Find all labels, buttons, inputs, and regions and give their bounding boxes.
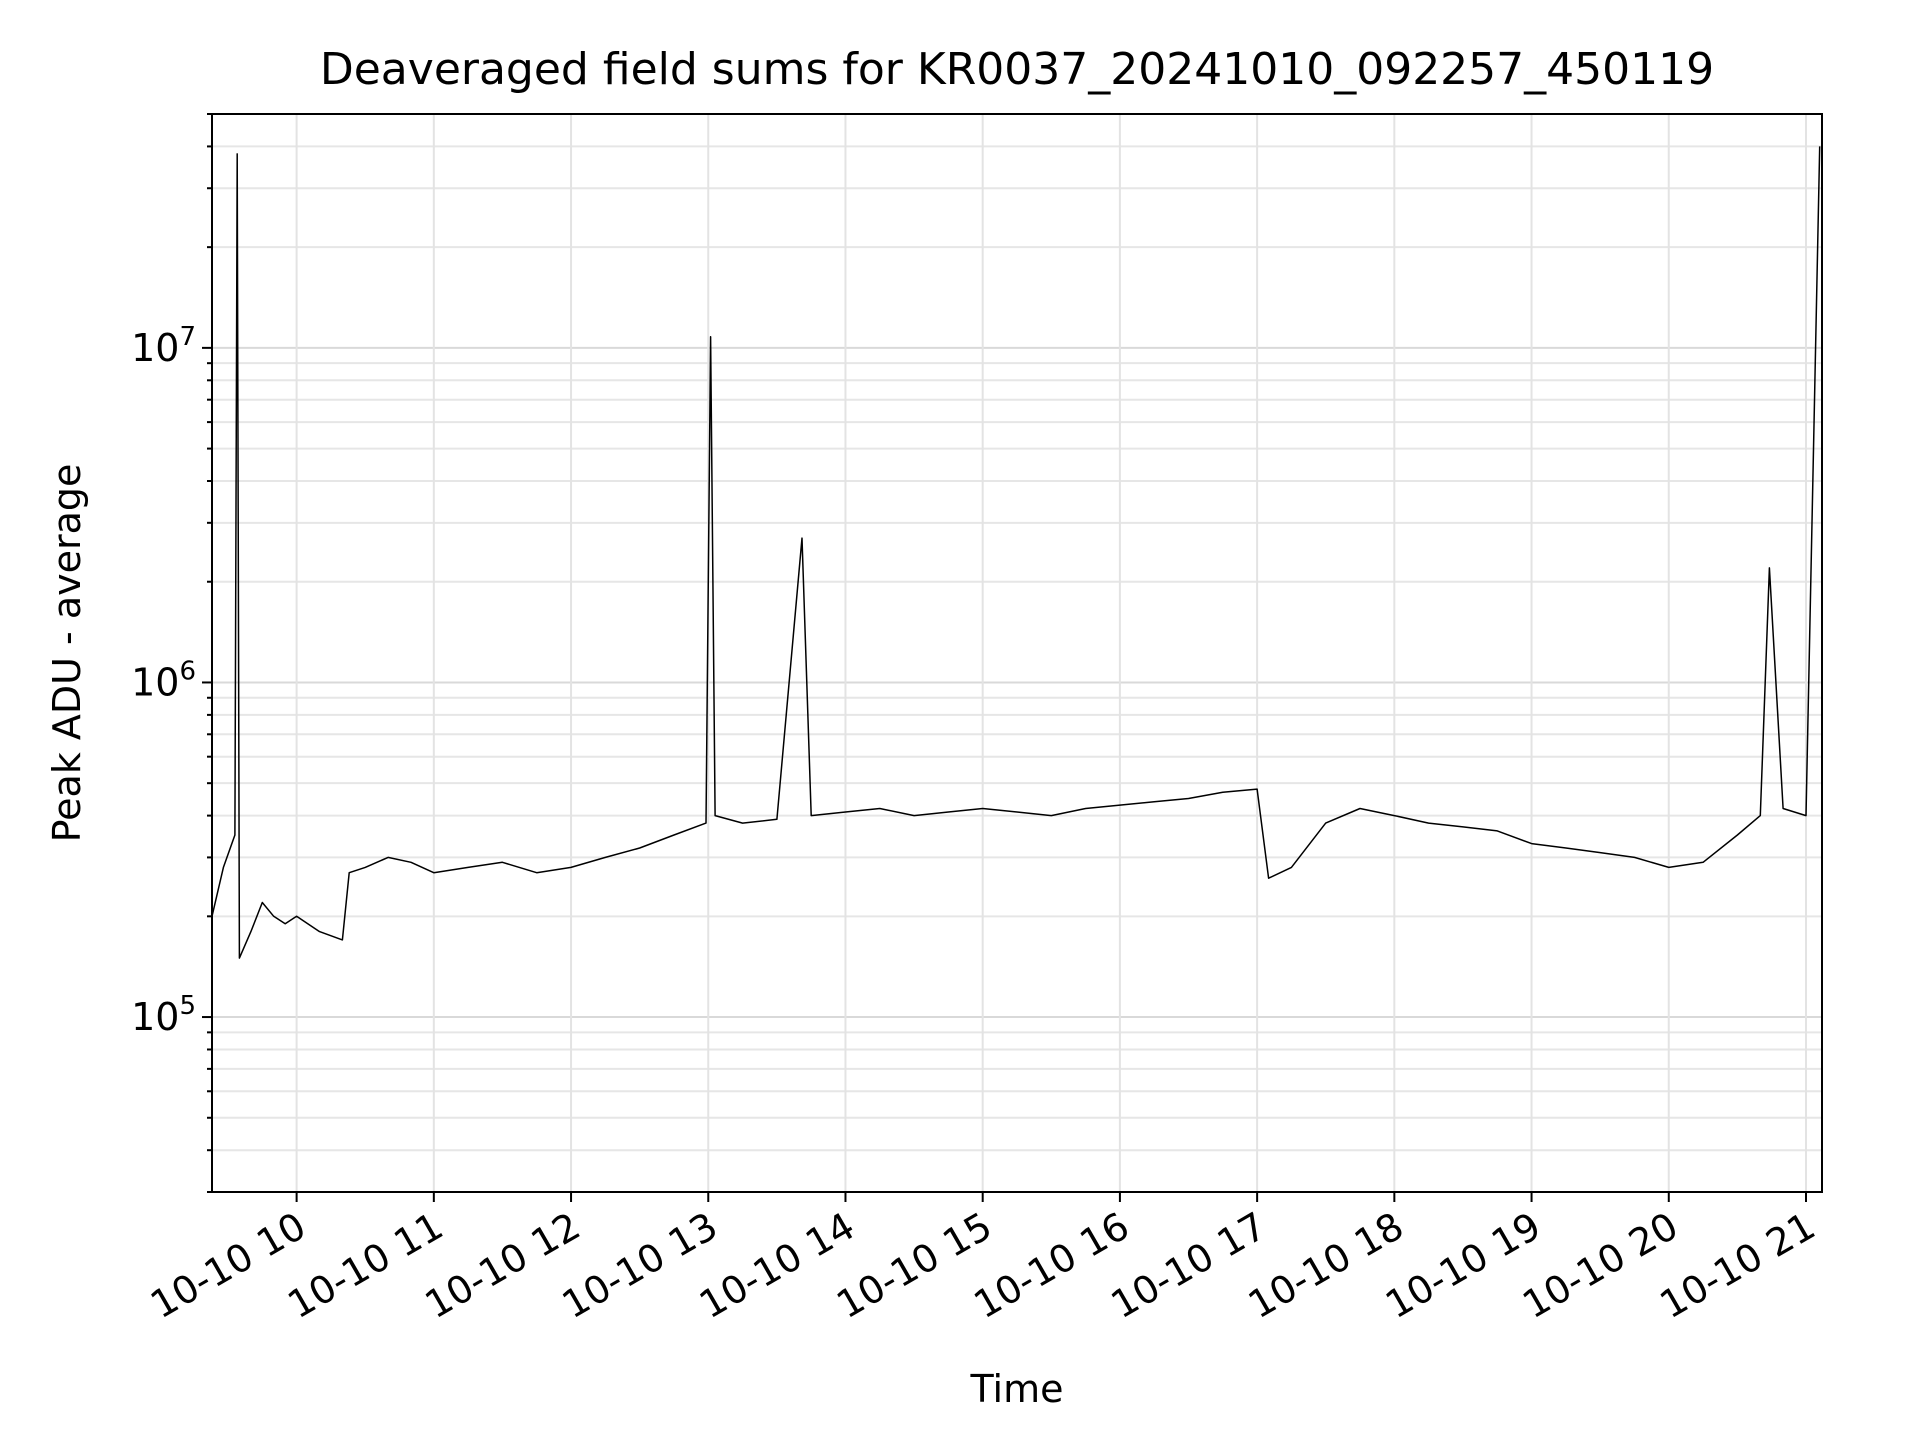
chart-title: Deaveraged field sums for KR0037_2024101… [320,44,1714,95]
y-tick-label: 105 [131,991,196,1039]
y-axis-label: Peak ADU - average [45,464,89,843]
y-tick-label: 106 [131,656,196,704]
plot-frame [211,113,1823,1193]
y-tick-label: 107 [131,322,196,370]
x-axis-label: Time [970,1367,1064,1411]
y-axis: 105 106 107 [131,113,212,1193]
series-layer [211,146,1821,959]
series-line [211,146,1821,959]
grid [212,113,1822,1193]
